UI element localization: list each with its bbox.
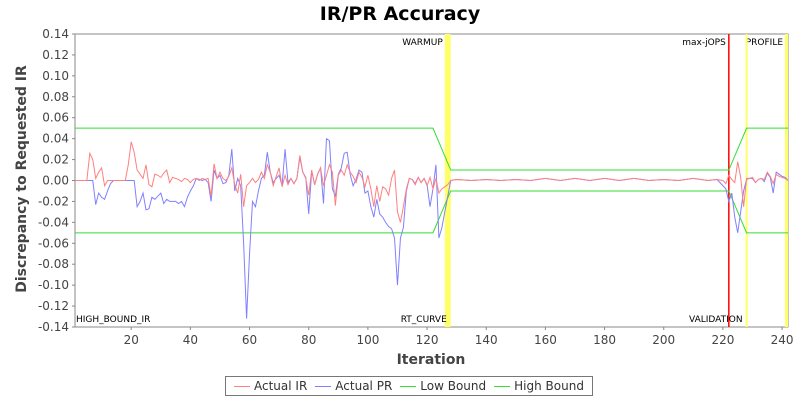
x-tick-label-2: 60	[242, 333, 257, 347]
legend-label-1: Actual PR	[335, 379, 393, 393]
y-tick-label-6: -0.02	[38, 194, 69, 208]
plot-area	[74, 33, 789, 328]
x-tick-label-9: 200	[652, 333, 675, 347]
y-tick-label-13: 0.12	[42, 48, 69, 62]
y-tick-label-10: 0.06	[42, 111, 69, 125]
legend: Actual IR Actual PR Low Bound High Bound	[225, 376, 593, 396]
x-tick-label-0: 20	[124, 333, 139, 347]
y-tick-label-5: -0.04	[38, 215, 69, 229]
y-tick-label-1: -0.12	[38, 299, 69, 313]
marker-band-2	[785, 34, 788, 327]
marker-label-0: WARMUP	[402, 38, 443, 48]
chart-title: IR/PR Accuracy	[320, 3, 481, 25]
x-axis-label: Iteration	[397, 352, 466, 368]
series-line-2	[75, 190, 788, 234]
series-line-0	[75, 141, 789, 223]
legend-swatch-1	[315, 385, 332, 387]
legend-swatch-2	[400, 385, 417, 387]
x-tick-label-10: 220	[711, 333, 734, 347]
marker-label-2: PROFILE	[746, 38, 784, 48]
marker-label-1: max-jOPS	[682, 38, 726, 48]
y-axis-label: Discrepancy to Requested IR	[14, 65, 30, 293]
legend-item-3: High Bound	[494, 379, 584, 393]
x-tick-label-8: 180	[593, 333, 616, 347]
legend-swatch-3	[494, 385, 511, 387]
x-tick-label-5: 120	[416, 333, 439, 347]
y-tick-label-3: -0.08	[38, 257, 69, 271]
x-tick-label-7: 160	[534, 333, 557, 347]
bottom-label-0: HIGH_BOUND_IR	[76, 315, 150, 325]
legend-swatch-0	[234, 385, 250, 387]
legend-label-3: High Bound	[514, 379, 584, 393]
series-layer	[75, 127, 789, 319]
legend-label-0: Actual IR	[254, 379, 308, 393]
y-tick-label-12: 0.10	[42, 69, 69, 83]
marker-band-0	[444, 34, 451, 327]
bottom-label-1: RT_CURVE	[401, 315, 447, 325]
x-tick-label-11: 240	[771, 333, 794, 347]
y-tick-label-14: 0.14	[42, 27, 69, 41]
x-tick-label-6: 140	[475, 333, 498, 347]
y-tick-label-11: 0.08	[42, 90, 69, 104]
legend-item-0: Actual IR	[234, 379, 307, 393]
x-tick-label-1: 40	[183, 333, 198, 347]
legend-label-2: Low Bound	[420, 379, 487, 393]
x-tick-label-3: 80	[301, 333, 316, 347]
y-tick-label-7: 0.00	[42, 174, 69, 188]
ticks-layer: 20 40 60 80 100 120 140 160 180 200 220 240 -0.14 -0.…	[38, 27, 794, 347]
x-tick-label-4: 100	[356, 333, 379, 347]
bottom-label-2: VALIDATION	[689, 315, 743, 325]
y-tick-label-0: -0.14	[38, 320, 69, 334]
y-tick-label-2: -0.10	[38, 278, 69, 292]
y-tick-label-8: 0.02	[42, 153, 69, 167]
legend-item-1: Actual PR	[315, 379, 392, 393]
legend-item-2: Low Bound	[400, 379, 486, 393]
series-line-3	[75, 127, 788, 171]
y-tick-label-9: 0.04	[42, 132, 69, 146]
markers-layer: WARMUP max-jOPS PROFILE HIGH_BOUND_IR RT_CUR…	[76, 34, 788, 327]
y-tick-label-4: -0.06	[38, 236, 69, 250]
